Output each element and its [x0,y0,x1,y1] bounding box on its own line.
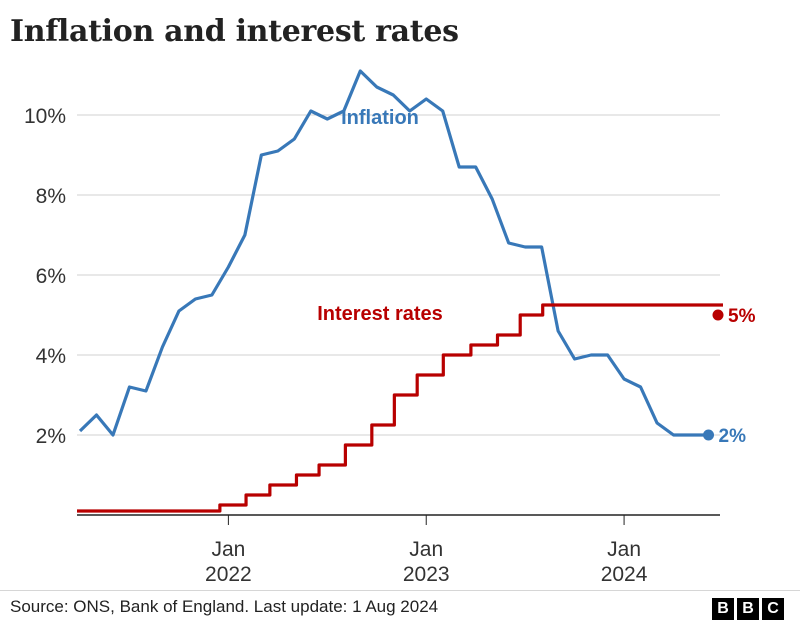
interest-rates-end-marker [712,309,724,321]
y-tick-label: 10% [24,105,66,128]
bbc-logo-letter: C [762,598,784,620]
y-tick-label: 6% [36,265,66,288]
y-tick-label: 2% [36,425,66,448]
interest-rates-series-label: Interest rates [317,303,443,325]
y-tick-label: 4% [36,345,66,368]
inflation-series-label: Inflation [341,107,419,129]
x-tick-label: 2022 [205,563,252,586]
x-tick-label: Jan [211,538,245,561]
chart-canvas: 2%4%6%8%10%Jan2022Jan2023Jan20242%5%Infl… [24,69,756,586]
source-note: Source: ONS, Bank of England. Last updat… [10,597,439,616]
inflation-end-marker [703,429,715,441]
inflation-end-label: 2% [719,426,747,447]
x-tick-label: Jan [607,538,641,561]
chart-title: Inflation and interest rates [10,14,459,49]
footer-divider [0,590,800,591]
x-tick-label: 2023 [403,563,450,586]
x-tick-label: Jan [409,538,443,561]
x-tick-label: 2024 [601,563,648,586]
bbc-logo: B B C [712,598,784,620]
interest-rates-end-label: 5% [728,306,756,327]
y-tick-label: 8% [36,185,66,208]
bbc-logo-letter: B [712,598,734,620]
bbc-logo-letter: B [737,598,759,620]
inflation-line [78,69,707,437]
interest-rates-line [77,303,723,513]
